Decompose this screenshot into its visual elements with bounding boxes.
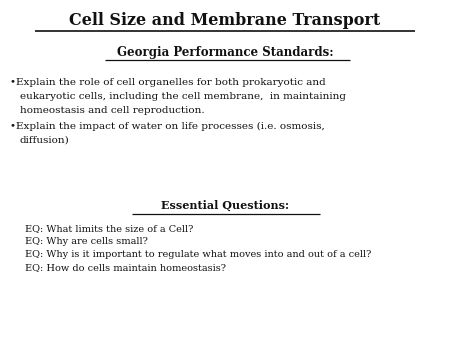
Text: Essential Questions:: Essential Questions: bbox=[161, 200, 289, 211]
Text: eukaryotic cells, including the cell membrane,  in maintaining: eukaryotic cells, including the cell mem… bbox=[20, 92, 346, 101]
Text: EQ: Why are cells small?: EQ: Why are cells small? bbox=[25, 237, 148, 246]
Text: diffusion): diffusion) bbox=[20, 136, 70, 145]
Text: Georgia Performance Standards:: Georgia Performance Standards: bbox=[117, 46, 333, 59]
Text: •Explain the impact of water on life processes (i.e. osmosis,: •Explain the impact of water on life pro… bbox=[10, 122, 325, 131]
Text: Cell Size and Membrane Transport: Cell Size and Membrane Transport bbox=[69, 12, 381, 29]
Text: EQ: How do cells maintain homeostasis?: EQ: How do cells maintain homeostasis? bbox=[25, 263, 226, 272]
Text: EQ: What limits the size of a Cell?: EQ: What limits the size of a Cell? bbox=[25, 224, 194, 233]
Text: •Explain the role of cell organelles for both prokaryotic and: •Explain the role of cell organelles for… bbox=[10, 78, 326, 87]
Text: EQ: Why is it important to regulate what moves into and out of a cell?: EQ: Why is it important to regulate what… bbox=[25, 250, 371, 259]
Text: homeostasis and cell reproduction.: homeostasis and cell reproduction. bbox=[20, 106, 205, 115]
